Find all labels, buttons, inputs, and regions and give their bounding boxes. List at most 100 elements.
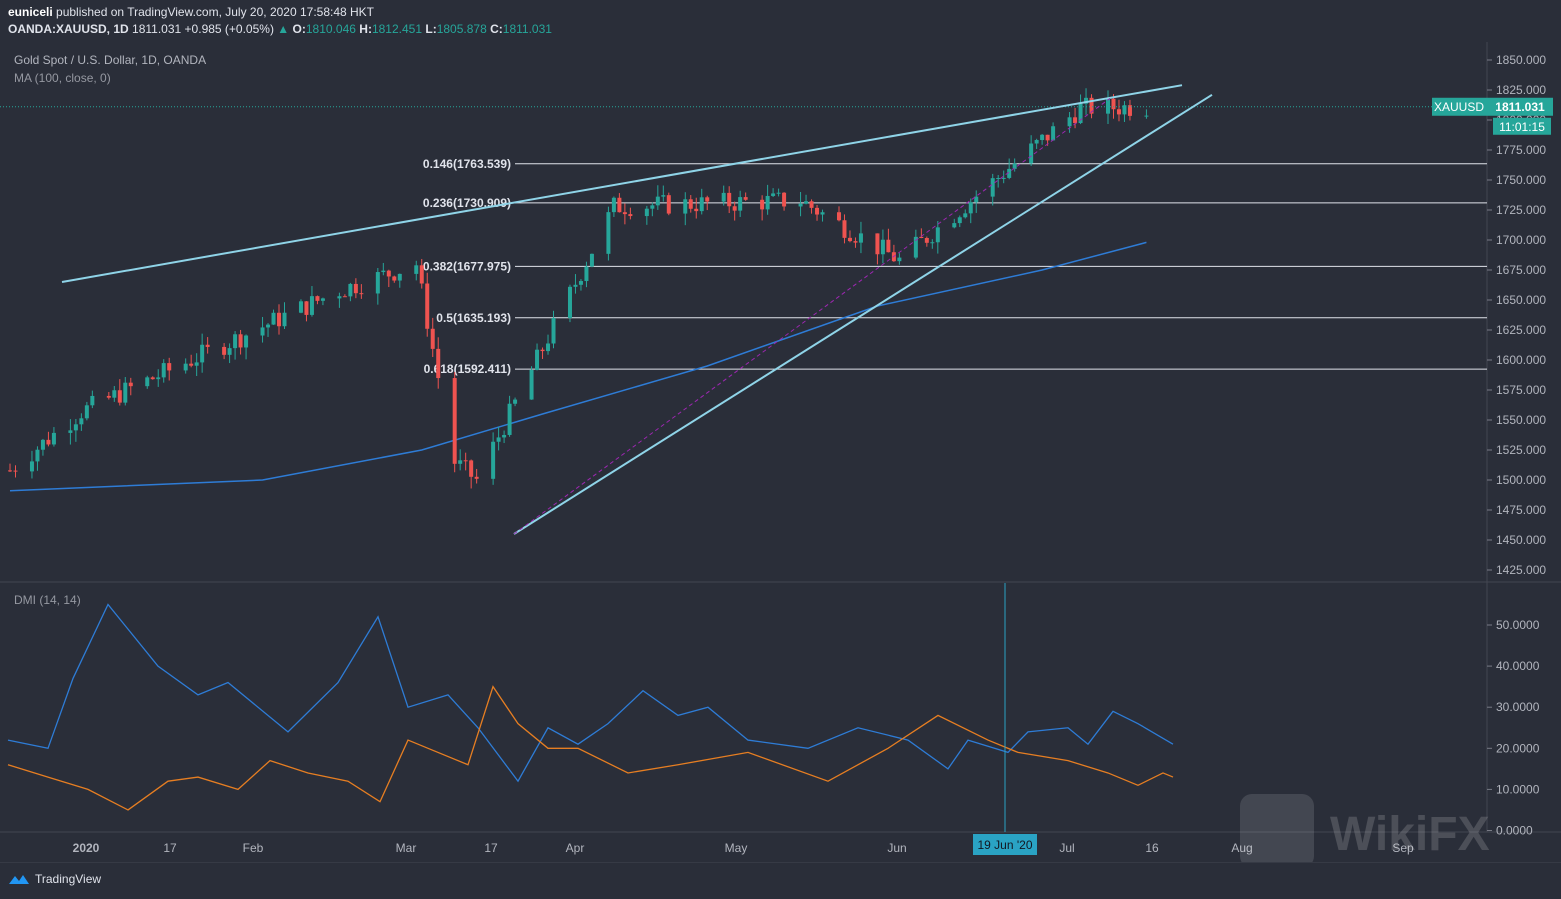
candle-body (771, 193, 776, 196)
candle-body (348, 283, 353, 297)
candle-body (1040, 134, 1045, 141)
fibonacci-levels[interactable]: 0.146(1763.539) 0.236(1730.909) 0.382(1677… (423, 157, 1487, 376)
candle-body (73, 424, 78, 431)
candle-body (194, 362, 199, 366)
candle-body (847, 237, 852, 242)
candle-body (1089, 97, 1094, 114)
upper-trendline (61, 84, 1183, 283)
candle-body (743, 197, 748, 200)
candle-body (128, 382, 133, 387)
candle-body (13, 470, 18, 472)
candle-body (513, 399, 518, 404)
candle-body (760, 199, 765, 210)
tradingview-logo-icon (9, 875, 29, 884)
candle-body (315, 296, 320, 301)
candles (8, 88, 1149, 489)
candle-body (853, 241, 858, 243)
candle-body (721, 192, 726, 202)
footer: TradingView (0, 862, 1561, 899)
candle-body (106, 395, 111, 398)
candle-body (930, 242, 935, 244)
fib-level-label: 0.618(1592.411) (424, 362, 511, 376)
low-value: 1805.878 (436, 22, 487, 36)
candle-body (935, 227, 940, 243)
candle-body (996, 178, 1001, 180)
open-label: O: (292, 22, 306, 36)
lower-trendline (513, 93, 1213, 535)
low-label: L: (425, 22, 437, 36)
dmi-tick-label: 50.0000 (1496, 618, 1540, 632)
price-tick-label: 1600.000 (1496, 353, 1546, 367)
dmi-tick-label: 30.0000 (1496, 700, 1540, 714)
candle-body (1045, 134, 1050, 141)
price-badge (1487, 97, 1553, 116)
candle-body (815, 207, 820, 215)
price-tick-label: 1475.000 (1496, 503, 1546, 517)
candle-body (968, 202, 973, 214)
dmi-legend[interactable]: DMI (14, 14) (14, 593, 81, 607)
candle-body (919, 236, 924, 239)
candle-body (90, 395, 95, 406)
dmi-tick-label: 40.0000 (1496, 659, 1540, 673)
time-tick-label: Feb (243, 841, 264, 855)
main-legend-title[interactable]: Gold Spot / U.S. Dollar, 1D, OANDA (14, 53, 207, 67)
price-tick-label: 1525.000 (1496, 443, 1546, 457)
publisher-name[interactable]: euniceli (8, 5, 53, 19)
ma-line (9, 241, 1147, 492)
dmi-series-line (7, 603, 1174, 783)
dmi-tick-label: 20.0000 (1496, 741, 1540, 755)
candle-body (897, 257, 902, 262)
candle-body (474, 476, 479, 479)
candle-body (469, 460, 474, 477)
trend-drawings[interactable] (0, 84, 1487, 535)
candle-body (688, 199, 693, 209)
candle-body (1106, 98, 1110, 114)
price-tick-label: 1625.000 (1496, 323, 1546, 337)
candle-body (705, 197, 710, 202)
candle-body (880, 239, 885, 255)
candle-body (727, 192, 732, 207)
ma-legend[interactable]: MA (100, close, 0) (14, 71, 111, 85)
candle-body (353, 283, 358, 294)
candle-body (589, 253, 594, 267)
candle-body (68, 430, 73, 433)
symbol-line: OANDA:XAUUSD, 1D (8, 22, 129, 36)
candle-body (584, 266, 589, 282)
candle-body (282, 312, 287, 327)
candle-body (666, 195, 671, 214)
candle-body (463, 460, 468, 462)
candle-body (836, 212, 841, 221)
candle-body (765, 195, 770, 210)
wikifx-logo-icon (1240, 794, 1314, 868)
price-tick-label: 1775.000 (1496, 143, 1546, 157)
dmi-tick-label: 10.0000 (1496, 782, 1540, 796)
candle-body (1051, 126, 1056, 141)
candle-body (35, 449, 40, 462)
change-value: +0.985 (+0.05%) (184, 22, 274, 36)
price-tick-label: 1850.000 (1496, 53, 1546, 67)
wikifx-watermark: WikiFX (1240, 794, 1490, 868)
candle-body (842, 220, 847, 238)
candle-body (990, 178, 995, 197)
candle-body (804, 201, 809, 204)
candle-body (502, 434, 507, 438)
high-label: H: (359, 22, 372, 36)
tradingview-brand[interactable]: TradingView (8, 872, 101, 886)
candle-body (117, 390, 122, 403)
candle-body (820, 212, 825, 215)
candle-body (1127, 105, 1132, 116)
candle-body (342, 296, 347, 298)
dmi-pane (7, 583, 1174, 832)
candle-body (304, 301, 309, 315)
time-tick-label: Apr (566, 841, 585, 855)
candle-body (51, 432, 56, 445)
candle-body (1034, 140, 1039, 144)
chart-area[interactable]: 0.146(1763.539) 0.236(1730.909) 0.382(1677… (0, 42, 1561, 868)
candle-body (381, 270, 386, 273)
candle-body (1001, 177, 1006, 179)
price-tick-label: 1425.000 (1496, 563, 1546, 577)
last-price: 1811.031 (132, 22, 182, 36)
price-tick-label: 1575.000 (1496, 383, 1546, 397)
time-tick-label: Jul (1059, 841, 1074, 855)
chart-svg[interactable]: 0.146(1763.539) 0.236(1730.909) 0.382(1677… (0, 42, 1561, 868)
